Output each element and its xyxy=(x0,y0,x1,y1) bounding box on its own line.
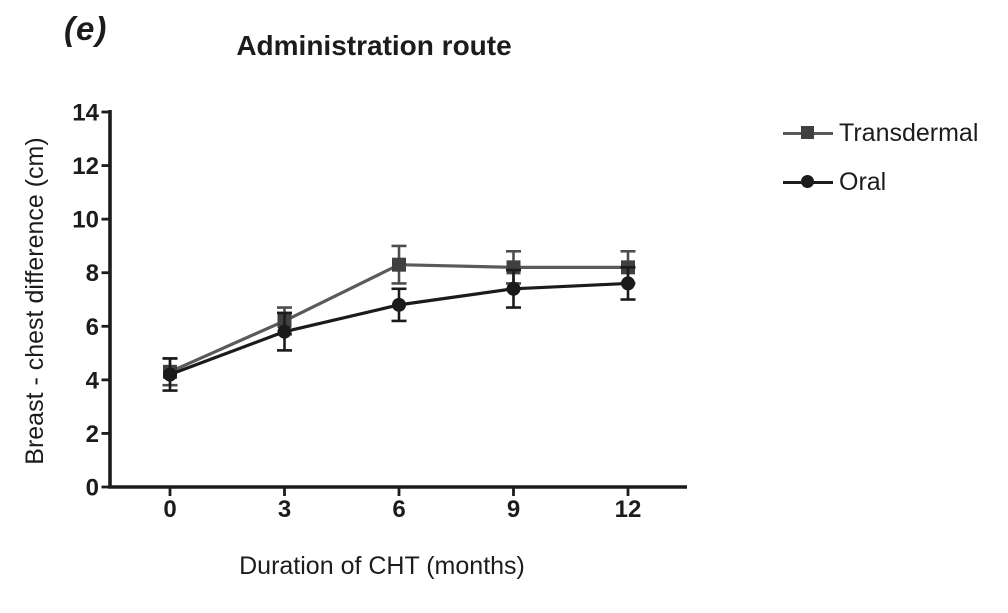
y-tick-label: 8 xyxy=(86,260,99,287)
y-tick-label: 0 xyxy=(86,475,99,502)
y-tick-label: 4 xyxy=(86,367,100,394)
y-tick-label: 14 xyxy=(72,100,99,127)
x-tick-label: 0 xyxy=(163,496,176,523)
panel-label: (e) xyxy=(64,10,108,47)
y-tick-label: 6 xyxy=(86,314,99,341)
legend-label-oral: Oral xyxy=(839,167,887,196)
x-axis-label: Duration of CHT (months) xyxy=(239,552,525,580)
legend-marker-swatch xyxy=(801,175,814,188)
marker-circle-oral xyxy=(163,367,177,382)
legend-label-transdermal: Transdermal xyxy=(839,118,979,147)
x-tick-label: 6 xyxy=(392,496,405,523)
legend-item-transdermal: Transdermal xyxy=(783,118,978,148)
chart-title: Administration route xyxy=(236,30,512,61)
legend: Transdermal Oral xyxy=(783,118,978,216)
y-axis-label: Breast - chest difference (cm) xyxy=(21,137,49,465)
marker-circle-oral xyxy=(392,297,406,312)
y-tick-label: 12 xyxy=(72,153,99,180)
marker-circle-oral xyxy=(506,281,521,296)
marker-circle-oral xyxy=(277,324,292,339)
marker-square-transdermal xyxy=(392,257,406,272)
transdermal-square-marker-icon xyxy=(783,118,833,148)
marker-circle-oral xyxy=(621,276,635,291)
legend-item-oral: Oral xyxy=(783,167,978,197)
legend-marker-swatch xyxy=(801,126,814,139)
y-tick-label: 10 xyxy=(72,207,99,234)
x-tick-label: 9 xyxy=(507,496,520,523)
oral-circle-marker-icon xyxy=(783,167,833,197)
x-tick-label: 3 xyxy=(278,496,291,523)
y-tick-label: 2 xyxy=(86,421,99,448)
x-tick-label: 12 xyxy=(615,496,642,523)
